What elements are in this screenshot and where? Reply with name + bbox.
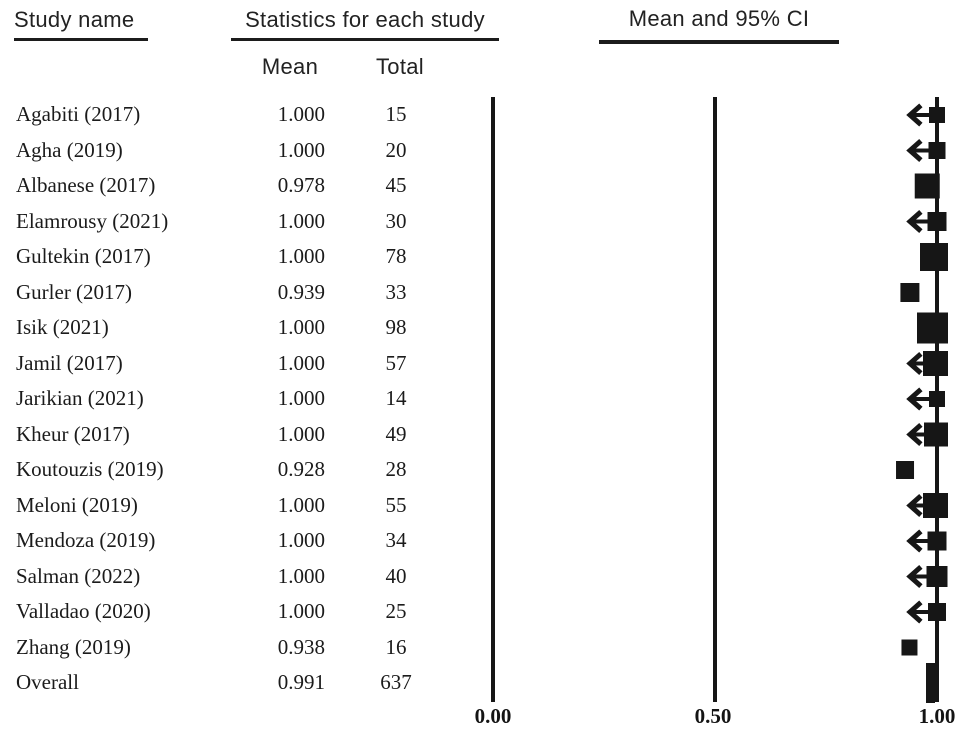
study-point-estimate-square [926,566,948,587]
ci-header-underline [599,40,839,44]
ci-truncation-arrow [906,138,923,163]
total-value-cell: 16 [385,635,407,659]
total-value-cell: 20 [385,138,407,162]
study-name-cell: Jarikian (2021) [16,386,144,410]
ci-truncation-arrow [906,529,923,553]
study-name-cell: Mendoza (2019) [16,528,156,552]
column-header-statistics: Statistics for each study [245,7,485,32]
mean-value-cell: 1.000 [277,599,325,623]
overall-estimate-bar [926,663,935,703]
total-value-cell: 34 [385,528,407,552]
study-point-estimate-square [923,493,948,518]
study-name-cell: Elamrousy (2021) [16,209,169,233]
total-value-cell: 14 [385,386,407,410]
mean-value-cell: 0.938 [277,635,325,659]
axis-tick-label-0: 0.00 [474,704,512,728]
total-value-cell: 45 [385,173,407,197]
study-point-estimate-square [924,422,948,447]
study-name-cell: Agha (2019) [16,138,123,162]
total-value-cell: 49 [385,422,407,446]
mean-value-cell: 0.991 [277,670,325,694]
study-point-estimate-square [917,312,948,344]
total-value-cell: 55 [385,493,407,517]
study-name-cell: Gurler (2017) [16,280,133,304]
study-name-cell: Jamil (2017) [16,351,123,375]
total-value-cell: 25 [385,599,407,623]
total-value-cell: 15 [385,102,407,126]
forest-plot-canvas [491,97,948,703]
mean-value-cell: 0.978 [277,173,325,197]
study-point-estimate-square [901,639,918,656]
ci-truncation-arrow [906,351,923,376]
study-name-cell: Overall [16,670,79,694]
mean-value-cell: 1.000 [277,386,325,410]
mean-value-cell: 1.000 [277,244,325,268]
study-name-cell: Salman (2022) [16,564,141,588]
study-name-cell: Kheur (2017) [16,422,130,446]
column-header-total: Total [376,54,424,79]
ci-truncation-arrow [906,209,923,234]
ci-truncation-arrow [906,493,923,518]
mean-value-cell: 1.000 [277,564,325,588]
study-name-cell: Valladao (2020) [16,599,151,623]
total-value-cell: 30 [385,209,407,233]
ci-truncation-arrow [906,564,923,589]
study-point-estimate-square [929,107,945,123]
column-header-mean: Mean [261,54,319,79]
study-point-estimate-square [896,461,915,479]
mean-value-cell: 1.000 [277,209,325,233]
column-header-ci: Mean and 95% CI [628,6,810,31]
study-point-estimate-square [920,243,948,271]
study-name-cell: Meloni (2019) [16,493,138,517]
mean-value-cell: 1.000 [277,315,325,339]
ci-truncation-arrow [906,422,923,447]
ci-truncation-arrow [906,600,923,624]
ci-truncation-arrow [906,103,923,127]
study-point-estimate-square [927,531,947,551]
study-point-estimate-square [928,142,946,159]
mean-value-cell: 1.000 [277,102,325,126]
ci-truncation-arrow [906,387,923,411]
study-name-cell: Gultekin (2017) [16,244,151,268]
mean-value-cell: 1.000 [277,528,325,552]
mean-value-cell: 0.939 [277,280,325,304]
column-header-study-name: Study name [14,7,135,32]
mean-value-cell: 1.000 [277,422,325,446]
axis-tick-label-050: 0.50 [694,704,732,728]
study-point-estimate-square [914,173,940,199]
total-value-cell: 57 [385,351,407,375]
total-value-cell: 33 [385,280,407,304]
study-name-cell: Koutouzis (2019) [16,457,164,481]
study-point-estimate-square [923,351,948,376]
statistics-header-underline [231,38,499,41]
study-point-estimate-square [927,212,947,231]
mean-value-cell: 1.000 [277,351,325,375]
mean-value-cell: 0.928 [277,457,325,481]
study-name-cell: Agabiti (2017) [16,102,141,126]
study-point-estimate-square [928,603,946,621]
total-value-cell: 40 [385,564,407,588]
total-value-cell: 78 [385,244,407,268]
study-point-estimate-square [929,391,945,407]
axis-tick-label-100: 1.00 [918,704,956,728]
mean-value-cell: 1.000 [277,493,325,517]
study-name-header-underline [14,38,148,41]
study-point-estimate-square [900,283,920,302]
total-value-cell: 98 [385,315,407,339]
total-value-cell: 28 [385,457,407,481]
total-value-cell: 637 [380,670,412,694]
mean-value-cell: 1.000 [277,138,325,162]
study-name-cell: Isik (2021) [16,315,109,339]
study-name-cell: Albanese (2017) [16,173,156,197]
study-name-cell: Zhang (2019) [16,635,131,659]
